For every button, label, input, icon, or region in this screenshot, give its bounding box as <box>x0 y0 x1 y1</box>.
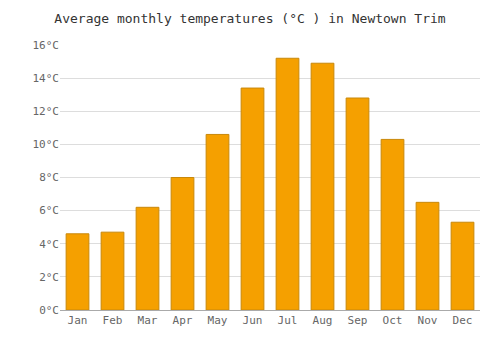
svg-text:Dec: Dec <box>453 314 473 327</box>
svg-text:Aug: Aug <box>313 314 333 327</box>
svg-text:12°C: 12°C <box>33 105 60 118</box>
svg-text:0°C: 0°C <box>39 304 59 317</box>
svg-text:Nov: Nov <box>418 314 438 327</box>
svg-text:Apr: Apr <box>173 314 193 327</box>
svg-text:Jul: Jul <box>278 314 298 327</box>
svg-text:Jan: Jan <box>68 314 88 327</box>
svg-text:2°C: 2°C <box>39 271 59 284</box>
svg-text:8°C: 8°C <box>39 171 59 184</box>
svg-text:Average monthly temperatures (: Average monthly temperatures (°C ) in Ne… <box>54 11 446 26</box>
svg-text:Sep: Sep <box>348 314 368 327</box>
svg-text:6°C: 6°C <box>39 204 59 217</box>
svg-text:4°C: 4°C <box>39 238 59 251</box>
svg-text:Oct: Oct <box>383 314 403 327</box>
svg-text:Jun: Jun <box>243 314 263 327</box>
svg-text:Feb: Feb <box>103 314 123 327</box>
svg-text:May: May <box>208 314 228 327</box>
svg-text:14°C: 14°C <box>33 72 60 85</box>
svg-text:10°C: 10°C <box>33 138 60 151</box>
svg-text:Mar: Mar <box>138 314 158 327</box>
svg-text:16°C: 16°C <box>33 39 60 52</box>
